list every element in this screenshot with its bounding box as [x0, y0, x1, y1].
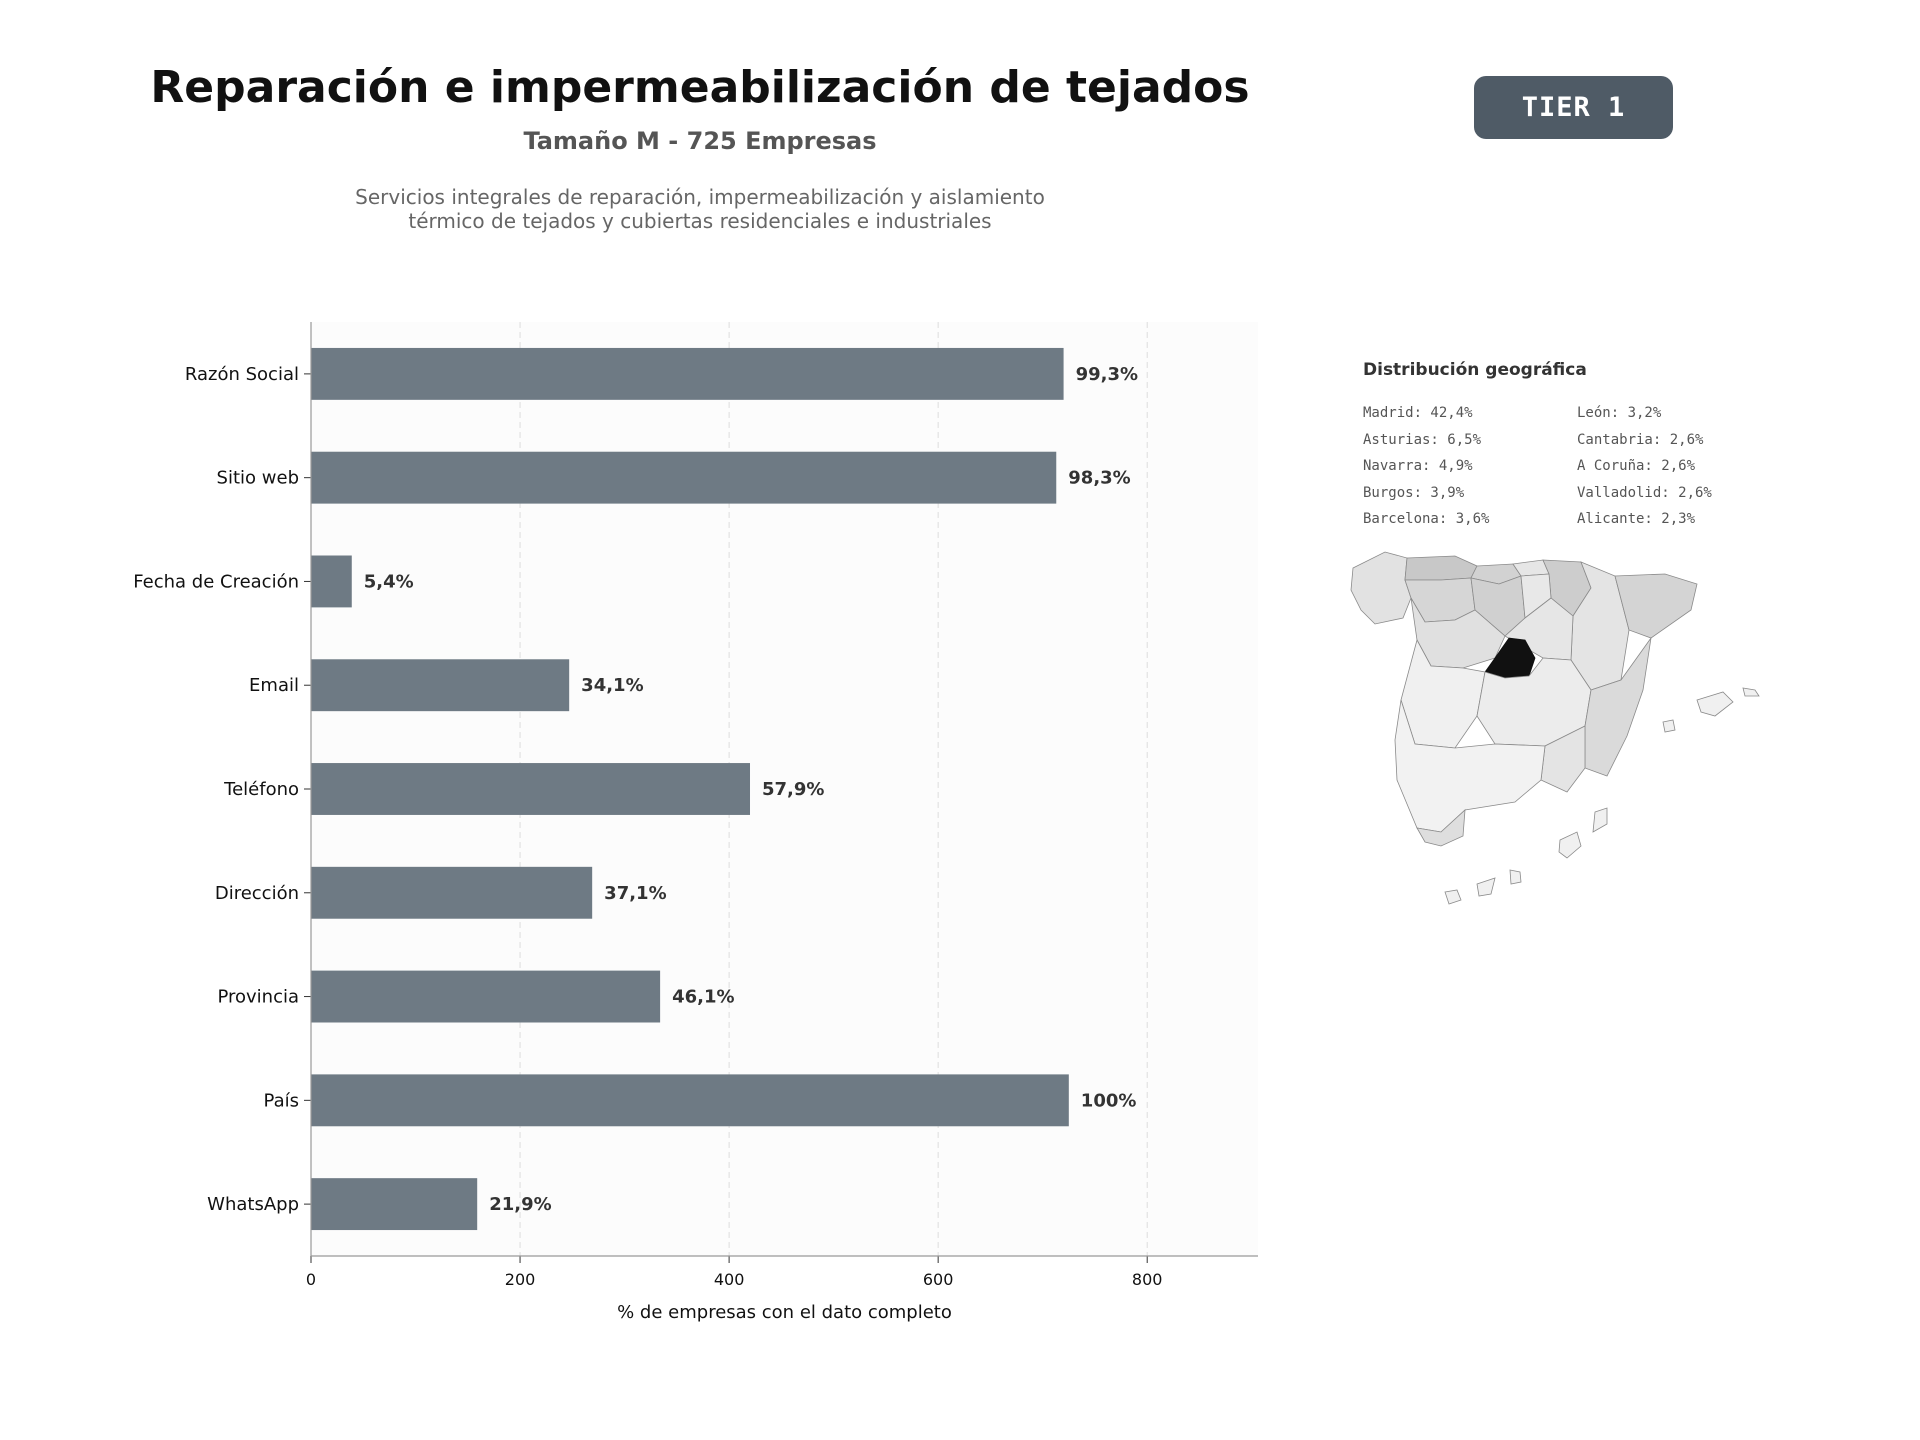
bar [311, 970, 661, 1023]
geo-item: Navarra: 4,9% [1363, 458, 1473, 474]
bar [311, 659, 570, 712]
region-galicia [1350, 551, 1412, 625]
geo-item: A Coruña: 2,6% [1577, 458, 1696, 474]
geo-item: Burgos: 3,9% [1363, 484, 1465, 501]
description: Servicios integrales de reparación, impe… [300, 185, 1100, 233]
island-canary-2 [1476, 877, 1496, 897]
bar [311, 347, 1064, 400]
spain-choropleth-map [1350, 551, 1760, 905]
geo-item: León: 3,2% [1577, 405, 1662, 421]
x-tick-label: 400 [714, 1270, 745, 1289]
island-mallorca [1696, 691, 1734, 717]
geo-title: Distribución geográfica [1363, 360, 1587, 380]
tier-badge: TIER 1 [1474, 76, 1673, 139]
y-tick-label: Razón Social [185, 364, 299, 385]
y-tick-label: Email [249, 675, 299, 696]
data-label: 98,3% [1068, 468, 1130, 489]
bar [311, 451, 1057, 504]
region-asturias [1404, 555, 1478, 581]
y-tick-label: País [264, 1090, 299, 1111]
y-tick-label: Sitio web [217, 468, 299, 489]
geo-item: Asturias: 6,5% [1363, 431, 1482, 448]
data-label: 57,9% [762, 779, 824, 800]
geo-item: Alicante: 2,3% [1577, 511, 1696, 527]
island-canary-5 [1592, 807, 1608, 833]
geo-item: Cantabria: 2,6% [1577, 431, 1704, 448]
island-ibiza [1662, 719, 1676, 733]
page-title: Reparación e impermeabilización de tejad… [150, 62, 1250, 113]
x-axis-label: % de empresas con el dato completo [617, 1302, 952, 1323]
island-canary-1 [1444, 889, 1462, 905]
bar [311, 1074, 1069, 1127]
data-label: 100% [1081, 1090, 1137, 1111]
y-tick-label: Dirección [215, 883, 299, 904]
bar [311, 866, 593, 919]
geo-item: Valladolid: 2,6% [1577, 484, 1712, 501]
x-tick-label: 800 [1132, 1270, 1163, 1289]
geo-item: Madrid: 42,4% [1363, 405, 1473, 421]
geo-list-right: León: 3,2% Cantabria: 2,6% A Coruña: 2,6… [1577, 400, 1712, 533]
island-canary-3 [1509, 869, 1522, 885]
region-andalusia [1394, 699, 1546, 833]
description-line-1: Servicios integrales de reparación, impe… [355, 185, 1045, 209]
y-tick-label: Fecha de Creación [133, 571, 299, 592]
geo-item: Barcelona: 3,6% [1363, 511, 1490, 527]
y-tick-label: WhatsApp [207, 1194, 299, 1215]
region-cadiz [1416, 809, 1466, 847]
islands [1444, 687, 1760, 905]
data-label: 5,4% [364, 571, 414, 592]
bar [311, 555, 352, 608]
x-tick-label: 200 [505, 1270, 536, 1289]
x-tick-label: 600 [923, 1270, 954, 1289]
geo-list-left: Madrid: 42,4% Asturias: 6,5% Navarra: 4,… [1363, 400, 1489, 533]
data-label: 34,1% [581, 675, 643, 696]
island-canary-4 [1558, 831, 1582, 859]
y-tick-label: Teléfono [223, 779, 299, 800]
x-tick-label: 0 [306, 1270, 316, 1289]
peninsula-regions [1350, 551, 1698, 847]
region-catalonia [1614, 573, 1698, 639]
data-label: 46,1% [672, 987, 734, 1008]
island-menorca [1742, 687, 1760, 697]
y-tick-label: Provincia [217, 987, 299, 1008]
page-subtitle: Tamaño M - 725 Empresas [523, 127, 877, 155]
data-label: 21,9% [489, 1194, 551, 1215]
data-label: 99,3% [1076, 364, 1138, 385]
data-label: 37,1% [604, 883, 666, 904]
description-line-2: térmico de tejados y cubiertas residenci… [408, 209, 992, 233]
bar [311, 763, 751, 815]
bar [311, 1178, 478, 1231]
